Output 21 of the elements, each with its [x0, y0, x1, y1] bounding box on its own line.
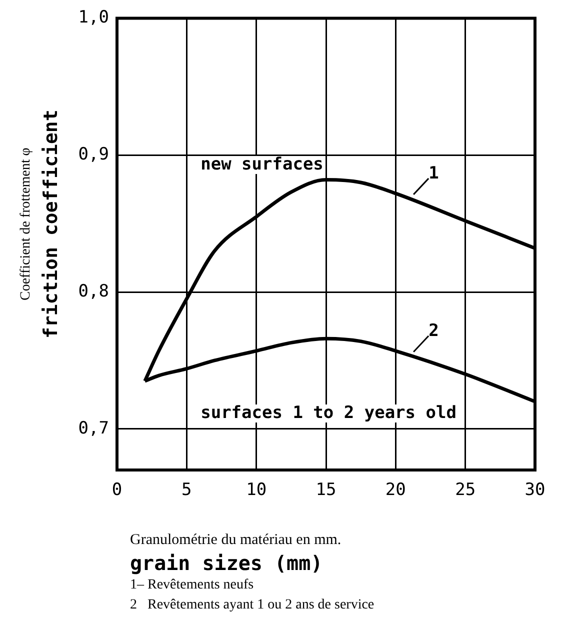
series-label: 2	[428, 320, 439, 341]
y-tick-label: 1,0	[78, 8, 109, 28]
y-tick-label: 0,8	[78, 281, 109, 302]
y-tick-label: 0,7	[78, 418, 109, 438]
text: Granulométrie du matériau en mm.	[130, 532, 342, 548]
x-axis-title: grain sizes (mm)	[130, 551, 323, 576]
annotation: new surfaces	[200, 154, 324, 174]
text: 1– Revêtements neufs	[130, 578, 254, 593]
text: Coefficient de frottement φ	[18, 148, 34, 301]
x-tick-label: 25	[455, 480, 476, 500]
x-tick-label: 0	[112, 480, 122, 500]
x-tick-label: 15	[316, 480, 336, 500]
x-tick-label: 5	[182, 480, 192, 500]
annotation: surfaces 1 to 2 years old	[200, 402, 456, 423]
x-tick-label: 20	[385, 480, 406, 500]
y-axis-title: friction coefficient	[40, 110, 62, 338]
series-label: 1	[428, 163, 439, 184]
x-tick-label: 10	[246, 480, 267, 500]
x-tick-label: 30	[524, 480, 546, 500]
y-tick-label: 0,9	[78, 144, 109, 165]
text: 2 Revêtements ayant 1 ou 2 ans de service	[130, 598, 374, 613]
